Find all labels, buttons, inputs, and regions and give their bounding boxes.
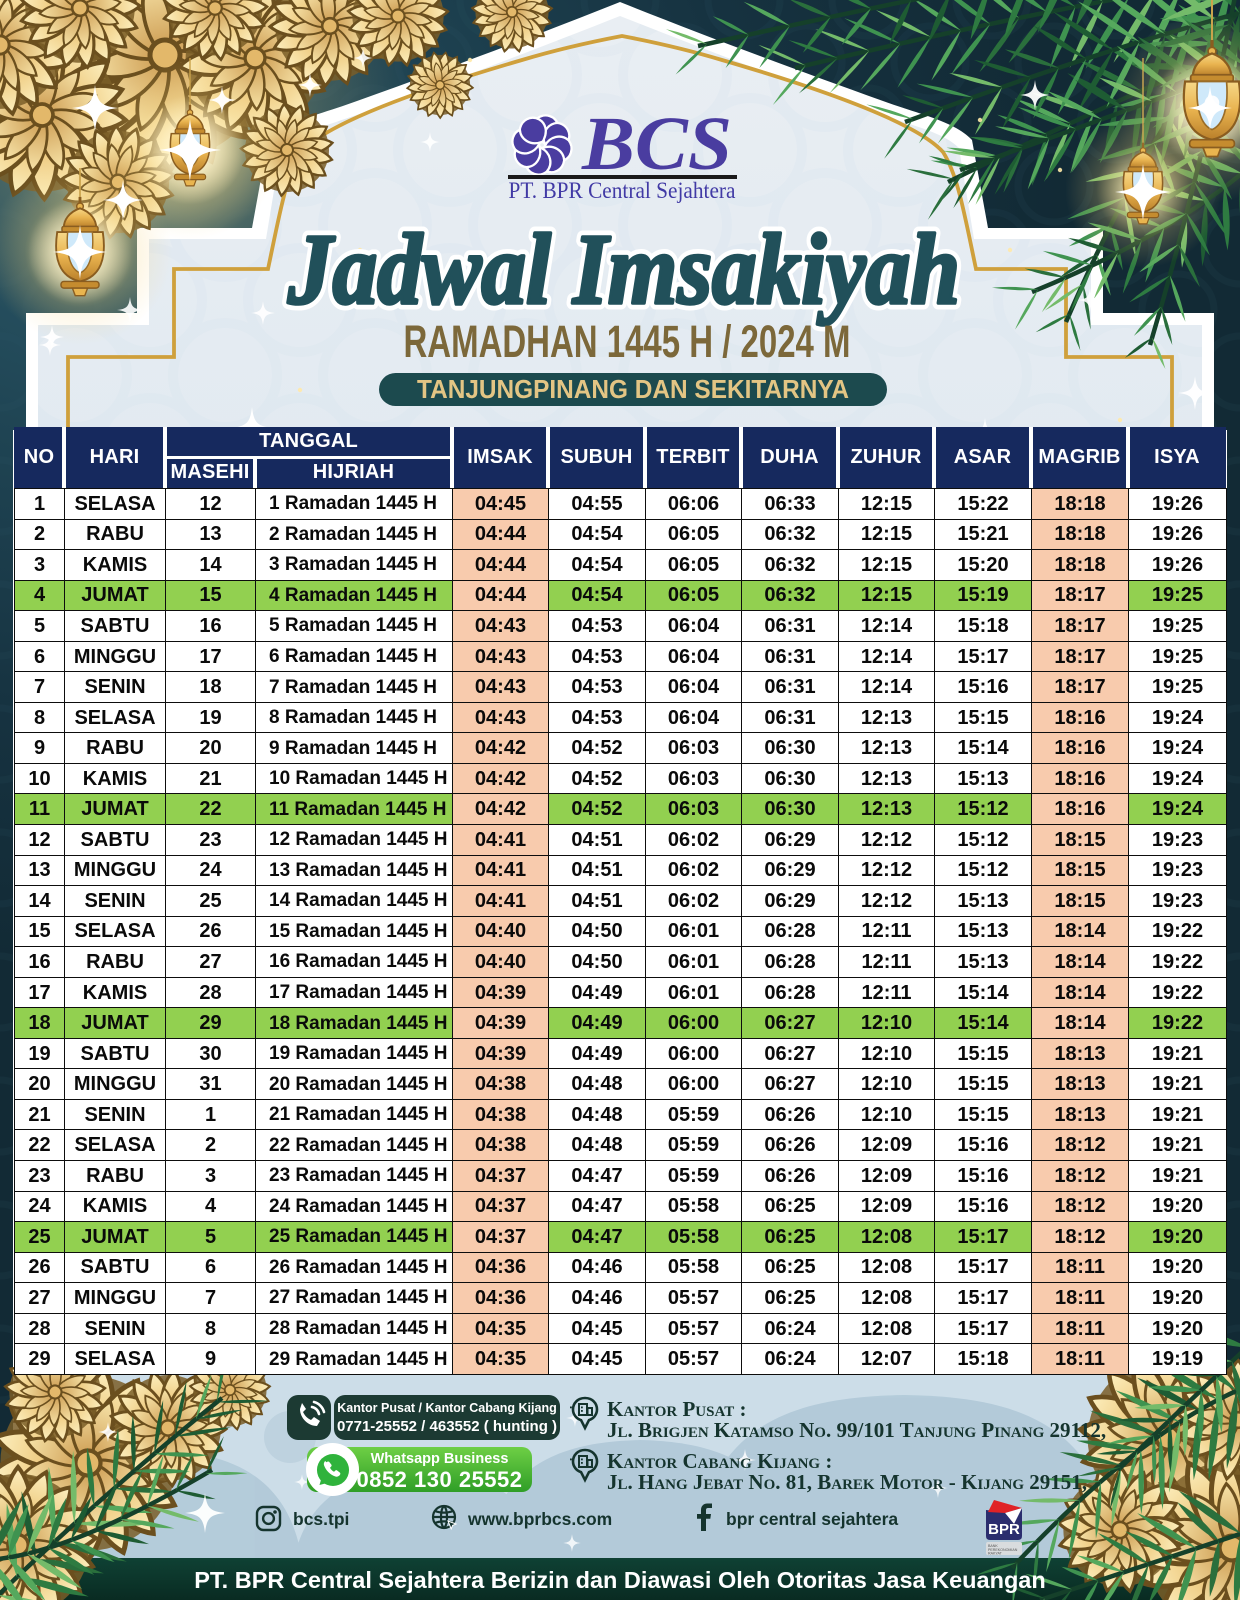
svg-text:BCS: BCS — [581, 102, 732, 186]
svg-text:BANK: BANK — [988, 1544, 998, 1548]
svg-text:PT. BPR Central Sejahtera: PT. BPR Central Sejahtera — [509, 178, 736, 203]
svg-text:TANJUNGPINANG DAN SEKITARNYA: TANJUNGPINANG DAN SEKITARNYA — [417, 374, 849, 404]
svg-text:PEREKONOMIAN: PEREKONOMIAN — [988, 1548, 1018, 1552]
svg-text:Jadwal Imsakiyah: Jadwal Imsakiyah — [287, 213, 960, 325]
svg-text:RAKYAT: RAKYAT — [988, 1552, 1003, 1556]
svg-text:Jadwal Imsakiyah: Jadwal Imsakiyah — [287, 213, 960, 325]
svg-text:BPR: BPR — [988, 1521, 1020, 1538]
svg-text:RAMADHAN 1445 H / 2024 M: RAMADHAN 1445 H / 2024 M — [404, 316, 851, 367]
